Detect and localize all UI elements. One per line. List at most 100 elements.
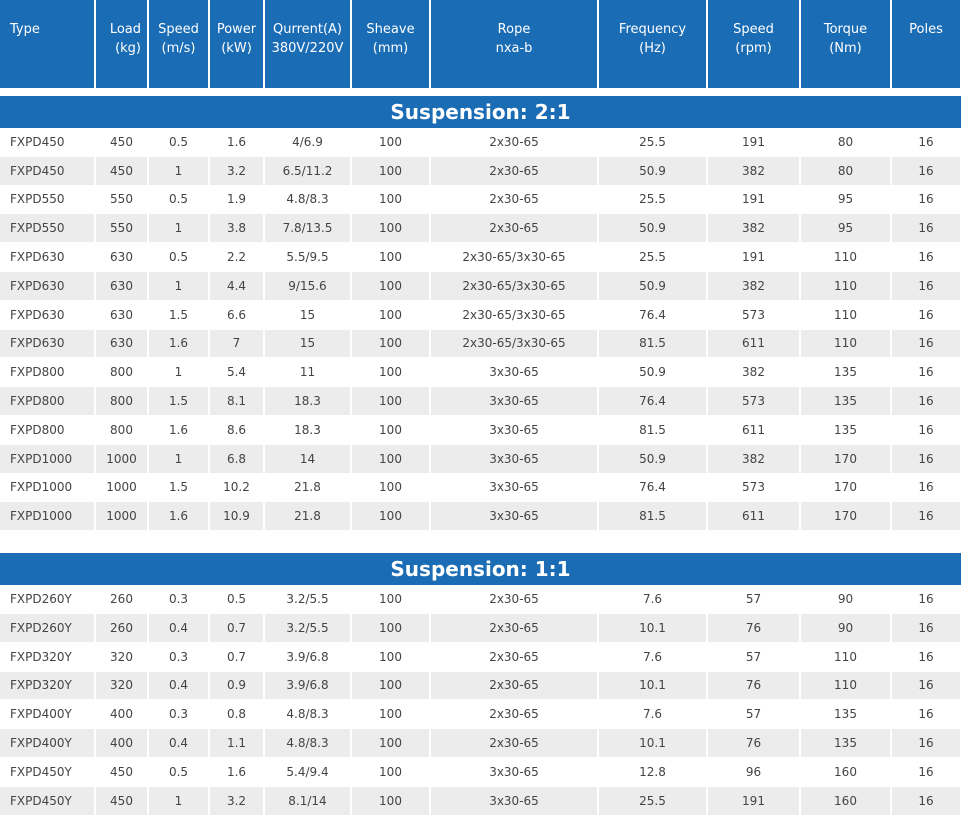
- cell-power: 0.5: [209, 585, 265, 614]
- cell-sheave: 100: [351, 757, 431, 787]
- cell-sheave: 100: [351, 613, 431, 643]
- cell-type: FXPD260Y: [0, 613, 96, 643]
- cell-sheave: 100: [351, 185, 431, 215]
- cell-type: FXPD400Y: [0, 728, 96, 758]
- cell-frequency: 7.6: [598, 642, 708, 672]
- cell-frequency: 25.5: [598, 786, 708, 816]
- cell-speed-ms: 0.5: [148, 128, 210, 157]
- cell-poles: 16: [891, 473, 961, 503]
- cell-torque: 135: [800, 699, 892, 730]
- cell-torque: 135: [800, 386, 892, 416]
- cell-current: 3.2/5.5: [264, 585, 352, 614]
- cell-poles: 16: [891, 642, 961, 672]
- cell-speed-ms: 0.4: [148, 728, 210, 758]
- cell-load: 260: [95, 585, 149, 614]
- section-header: Suspension: 1:1: [0, 553, 961, 586]
- cell-current: 4.8/8.3: [264, 728, 352, 758]
- cell-poles: 16: [891, 415, 961, 445]
- cell-speed-rpm: 382: [707, 271, 801, 301]
- cell-current: 21.8: [264, 473, 352, 503]
- cell-type: FXPD320Y: [0, 671, 96, 701]
- cell-frequency: 81.5: [598, 329, 708, 359]
- cell-speed-ms: 1.5: [148, 473, 210, 503]
- cell-frequency: 50.9: [598, 357, 708, 388]
- cell-load: 400: [95, 699, 149, 730]
- cell-type: FXPD400Y: [0, 699, 96, 730]
- cell-poles: 16: [891, 728, 961, 758]
- cell-sheave: 100: [351, 386, 431, 416]
- cell-rope: 2x30-65/3x30-65: [430, 300, 599, 330]
- cell-power: 8.6: [209, 415, 265, 445]
- cell-poles: 16: [891, 185, 961, 215]
- table-row: FXPD400Y 400 0.3 0.8 4.8/8.3 100 2x30-65 7.6 57 1…: [0, 699, 961, 730]
- cell-rope: 3x30-65: [430, 386, 599, 416]
- cell-power: 6.6: [209, 300, 265, 330]
- cell-sheave: 100: [351, 300, 431, 330]
- cell-current: 5.4/9.4: [264, 757, 352, 787]
- cell-frequency: 7.6: [598, 699, 708, 730]
- cell-power: 3.2: [209, 156, 265, 186]
- cell-type: FXPD260Y: [0, 585, 96, 614]
- cell-type: FXPD550: [0, 213, 96, 244]
- cell-speed-ms: 0.3: [148, 699, 210, 730]
- cell-frequency: 10.1: [598, 613, 708, 643]
- table-row: FXPD320Y 320 0.3 0.7 3.9/6.8 100 2x30-65 7.6 57 1…: [0, 642, 961, 672]
- cell-frequency: 50.9: [598, 444, 708, 474]
- cell-torque: 170: [800, 501, 892, 532]
- cell-current: 11: [264, 357, 352, 388]
- cell-frequency: 50.9: [598, 156, 708, 186]
- cell-torque: 90: [800, 585, 892, 614]
- table-row: FXPD550 550 0.5 1.9 4.8/8.3 100 2x30-65 25.5 191…: [0, 185, 961, 215]
- cell-sheave: 100: [351, 786, 431, 816]
- cell-torque: 80: [800, 128, 892, 157]
- cell-power: 10.2: [209, 473, 265, 503]
- table-body: Suspension: 2:1 FXPD450 450 0.5 1.6 4/6.9 100 2…: [0, 88, 961, 816]
- table-row: FXPD800 800 1.6 8.6 18.3 100 3x30-65 81.5 611 135…: [0, 415, 961, 445]
- cell-frequency: 50.9: [598, 271, 708, 301]
- cell-speed-rpm: 611: [707, 501, 801, 532]
- cell-load: 450: [95, 128, 149, 157]
- cell-speed-rpm: 382: [707, 213, 801, 244]
- cell-sheave: 100: [351, 128, 431, 157]
- cell-speed-ms: 1: [148, 444, 210, 474]
- cell-type: FXPD320Y: [0, 642, 96, 672]
- cell-sheave: 100: [351, 671, 431, 701]
- spacer-cell: [0, 88, 961, 96]
- cell-sheave: 100: [351, 329, 431, 359]
- cell-speed-rpm: 382: [707, 444, 801, 474]
- cell-current: 7.8/13.5: [264, 213, 352, 244]
- cell-speed-ms: 0.5: [148, 757, 210, 787]
- col-header-type: Type: [0, 0, 96, 88]
- cell-rope: 2x30-65/3x30-65: [430, 329, 599, 359]
- cell-poles: 16: [891, 242, 961, 272]
- cell-sheave: 100: [351, 501, 431, 532]
- cell-load: 400: [95, 728, 149, 758]
- cell-power: 0.8: [209, 699, 265, 730]
- cell-rope: 2x30-65: [430, 728, 599, 758]
- cell-frequency: 76.4: [598, 300, 708, 330]
- cell-sheave: 100: [351, 213, 431, 244]
- cell-load: 1000: [95, 473, 149, 503]
- cell-frequency: 50.9: [598, 213, 708, 244]
- cell-type: FXPD450: [0, 156, 96, 186]
- cell-frequency: 76.4: [598, 386, 708, 416]
- col-header-load: Load (kg): [95, 0, 149, 88]
- cell-speed-rpm: 382: [707, 357, 801, 388]
- cell-rope: 3x30-65: [430, 444, 599, 474]
- cell-load: 450: [95, 786, 149, 816]
- cell-torque: 110: [800, 671, 892, 701]
- cell-power: 0.9: [209, 671, 265, 701]
- cell-rope: 2x30-65/3x30-65: [430, 271, 599, 301]
- cell-speed-ms: 1: [148, 357, 210, 388]
- cell-speed-rpm: 76: [707, 728, 801, 758]
- cell-current: 15: [264, 329, 352, 359]
- cell-current: 9/15.6: [264, 271, 352, 301]
- cell-frequency: 7.6: [598, 585, 708, 614]
- cell-load: 630: [95, 271, 149, 301]
- table-row: FXPD400Y 400 0.4 1.1 4.8/8.3 100 2x30-65 10.1 76…: [0, 728, 961, 758]
- cell-poles: 16: [891, 357, 961, 388]
- cell-rope: 2x30-65: [430, 128, 599, 157]
- cell-sheave: 100: [351, 473, 431, 503]
- cell-poles: 16: [891, 786, 961, 816]
